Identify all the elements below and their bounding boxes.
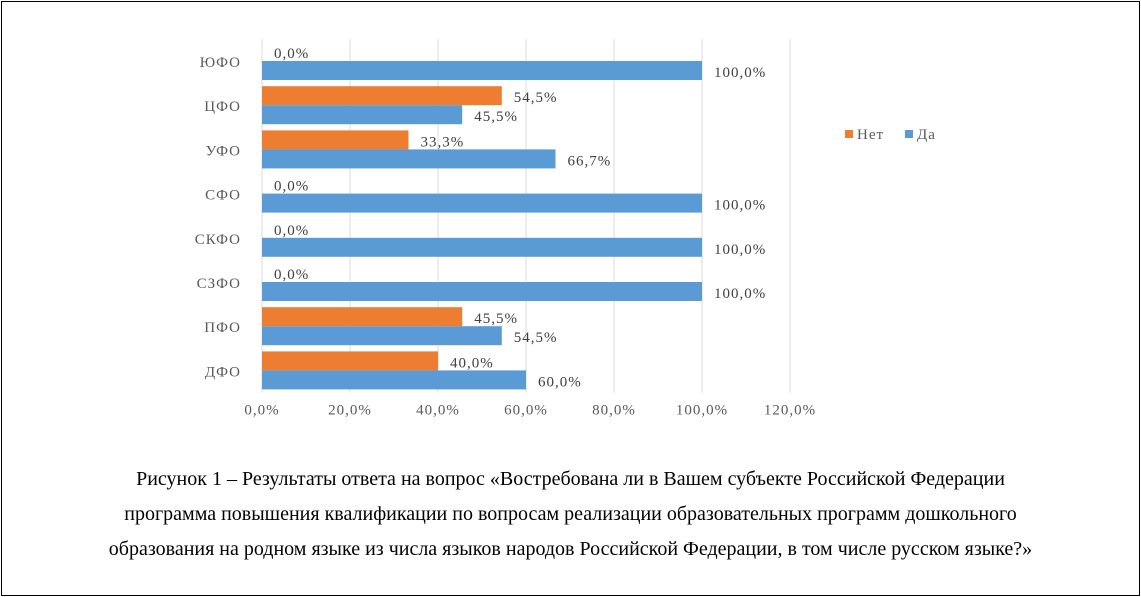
bar-da [262, 237, 702, 257]
x-tick-label: 120,0% [764, 403, 816, 419]
legend-swatch [905, 130, 913, 138]
caption-line-2: программа повышения квалификации по вопр… [124, 503, 1017, 525]
bar-da [262, 193, 702, 213]
data-label: 54,5% [514, 330, 558, 346]
y-category-label: СКФО [195, 232, 241, 248]
data-label: 100,0% [714, 286, 766, 302]
y-category-label: ДФО [205, 364, 241, 380]
bar-da [262, 61, 702, 80]
x-tick-label: 40,0% [416, 403, 460, 419]
legend-label: Да [917, 127, 936, 143]
data-label: 40,0% [450, 355, 494, 371]
y-category-label: СФО [205, 188, 241, 204]
data-label: 45,5% [474, 109, 518, 125]
y-category-label: ПФО [204, 320, 241, 336]
data-label: 0,0% [274, 223, 309, 239]
x-tick-label: 60,0% [504, 403, 548, 419]
y-category-label: СЗФО [197, 276, 241, 292]
data-label: 0,0% [274, 267, 309, 283]
figure-caption: Рисунок 1 – Результаты ответа на вопрос … [12, 462, 1129, 567]
data-label: 0,0% [274, 46, 309, 62]
bar-da [262, 326, 502, 346]
bar-da [262, 282, 702, 301]
y-category-label: ЦФО [204, 99, 241, 115]
legend-label: Нет [857, 127, 884, 143]
bar-net [262, 86, 502, 106]
x-tick-label: 100,0% [676, 403, 728, 419]
y-category-label: ЮФО [200, 55, 241, 71]
data-label: 100,0% [714, 198, 766, 214]
legend-swatch [845, 130, 853, 138]
x-tick-label: 0,0% [244, 403, 279, 419]
bar-net [262, 307, 463, 327]
bar-da [262, 105, 463, 125]
bar-da [262, 149, 556, 169]
bar-net [262, 351, 438, 371]
bar-chart: 0,0% 20,0% 40,0% 60,0% 80,0% 100,0% 120,0% ЮФО 0… [195, 39, 936, 419]
bar-da [262, 370, 526, 390]
data-label: 0,0% [274, 179, 309, 195]
data-label: 66,7% [567, 153, 611, 169]
data-label: 100,0% [714, 242, 766, 258]
data-label: 100,0% [714, 65, 766, 81]
data-label: 45,5% [474, 311, 518, 327]
caption-line-1: Рисунок 1 – Результаты ответа на вопрос … [136, 468, 1005, 490]
x-tick-label: 80,0% [592, 403, 636, 419]
caption-line-3: образования на родном языке из числа язы… [108, 538, 1033, 560]
y-category-label: УФО [206, 143, 241, 159]
data-label: 33,3% [421, 134, 465, 150]
data-label: 54,5% [514, 90, 558, 106]
x-tick-label: 20,0% [328, 403, 372, 419]
data-label: 60,0% [538, 374, 582, 390]
bar-net [262, 130, 409, 150]
